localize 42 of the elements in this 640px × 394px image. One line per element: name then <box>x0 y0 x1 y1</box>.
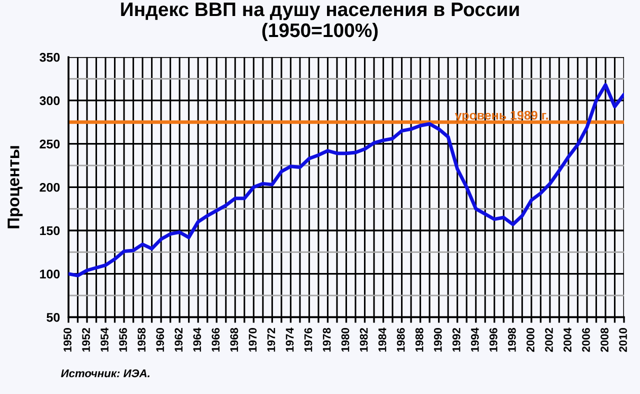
x-tick-label: 2004 <box>564 328 572 352</box>
y-tick-label: 200 <box>40 182 60 192</box>
x-tick-label: 1988 <box>415 328 424 352</box>
y-axis-title: Проценты <box>8 146 23 228</box>
y-tick-label: 100 <box>40 270 60 278</box>
x-tick-label: 1982 <box>360 328 368 352</box>
x-tick-label: 1964 <box>193 328 202 352</box>
x-tick-label: 1986 <box>396 328 405 352</box>
y-tick-label: 350 <box>40 52 60 62</box>
x-tick-label: 1950 <box>64 328 72 352</box>
x-tick-label: 1956 <box>119 328 128 352</box>
x-tick-label: 1992 <box>452 328 460 352</box>
x-tick-label: 1994 <box>470 328 479 352</box>
x-tick-label: 2006 <box>582 328 590 352</box>
y-tick-label: 300 <box>40 96 60 106</box>
x-tick-label: 2010 <box>619 328 627 352</box>
x-tick-label: 1962 <box>174 328 183 352</box>
x-tick-label: 2000 <box>526 328 534 352</box>
x-tick-label: 1974 <box>286 328 294 352</box>
x-tick-label: 1960 <box>156 328 164 352</box>
x-tick-label: 1978 <box>322 328 331 352</box>
x-tick-label: 1996 <box>489 328 498 352</box>
x-tick-label: 1976 <box>304 328 312 352</box>
line-series <box>68 83 624 278</box>
x-tick-label: 1970 <box>248 328 257 352</box>
x-tick-label: 2008 <box>600 328 608 352</box>
x-tick-label: 2002 <box>545 328 553 352</box>
x-tick-label: 1952 <box>82 328 90 352</box>
x-tick-label: 1998 <box>508 328 516 352</box>
x-tick-label: 1958 <box>138 328 146 352</box>
x-tick-label: 1968 <box>230 328 238 352</box>
x-tick-label: 1972 <box>267 328 276 352</box>
chart-title: Индекс ВВП на душу населения в России (1950=100%) <box>121 2 519 42</box>
x-tick-label: 1984 <box>378 328 386 352</box>
y-tick-label: 250 <box>40 140 60 148</box>
x-tick-label: 1966 <box>212 328 220 352</box>
x-tick-label: 1990 <box>434 328 442 352</box>
x-tick-label: 1954 <box>100 328 108 352</box>
x-tick-label: 1980 <box>341 328 350 352</box>
text: Источник: ИЭА. <box>60 369 150 378</box>
y-tick-label: 50 <box>46 312 60 322</box>
y-tick-label: 150 <box>40 226 60 236</box>
